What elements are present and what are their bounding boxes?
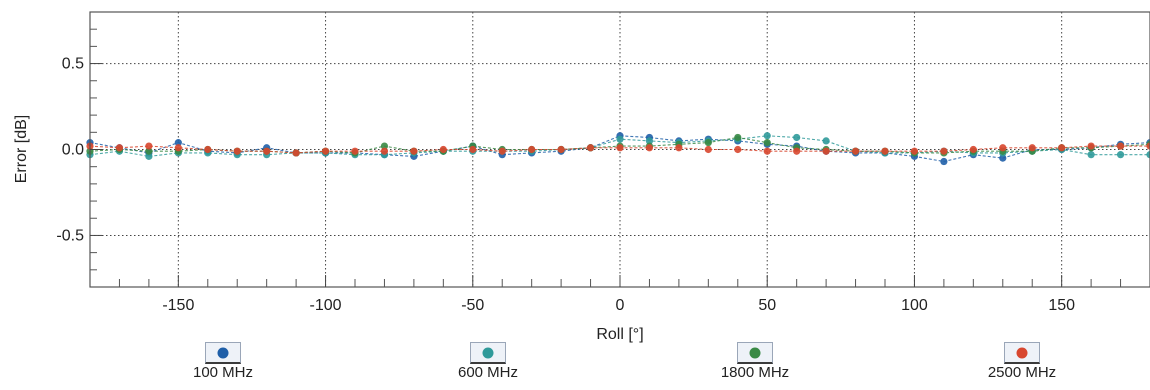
data-point-600-mhz bbox=[793, 133, 801, 142]
data-point-2500-mhz bbox=[557, 145, 565, 154]
x-axis-label: Roll [°] bbox=[596, 326, 643, 343]
data-point-2500-mhz bbox=[675, 144, 683, 152]
legend-label: 2500 MHz bbox=[987, 364, 1057, 381]
data-point-2500-mhz bbox=[233, 147, 241, 155]
y-tick-label: -0.5 bbox=[56, 227, 84, 244]
data-point-2500-mhz bbox=[586, 144, 595, 152]
tick-layer: -150 -100 -50 0 50 100 150 0.5 0.0 -0.5 bbox=[56, 11, 1150, 314]
legend-swatch bbox=[1004, 342, 1040, 364]
data-point-1800-mhz bbox=[704, 139, 712, 147]
data-point-2500-mhz bbox=[528, 145, 536, 154]
legend-item-2500-mhz[interactable]: 2500 MHz bbox=[977, 342, 1067, 381]
data-point-600-mhz bbox=[616, 135, 624, 143]
data-point-2500-mhz bbox=[498, 147, 506, 155]
data-point-2500-mhz bbox=[910, 147, 919, 155]
data-point-2500-mhz bbox=[645, 144, 654, 152]
data-point-100-mhz bbox=[999, 154, 1007, 162]
data-point-2500-mhz bbox=[204, 145, 212, 154]
data-point-1800-mhz bbox=[145, 147, 153, 155]
legend-item-600-mhz[interactable]: 600 MHz bbox=[443, 342, 533, 381]
x-tick-label: 150 bbox=[1048, 297, 1075, 314]
data-point-2500-mhz bbox=[881, 147, 889, 155]
legend-swatch bbox=[470, 342, 506, 364]
data-point-600-mhz bbox=[822, 137, 830, 145]
data-point-600-mhz bbox=[1116, 151, 1125, 159]
data-point-2500-mhz bbox=[469, 145, 477, 154]
x-tick-label: -100 bbox=[310, 297, 342, 314]
legend-marker-icon bbox=[217, 347, 229, 358]
data-point-2500-mhz bbox=[851, 147, 860, 155]
legend-marker-icon bbox=[482, 347, 494, 358]
legend-swatch bbox=[205, 342, 241, 364]
data-point-2500-mhz bbox=[145, 142, 153, 150]
x-tick-label: 0 bbox=[616, 297, 625, 314]
data-point-2500-mhz bbox=[263, 147, 271, 155]
x-tick-label: -150 bbox=[162, 297, 194, 314]
legend-label: 1800 MHz bbox=[720, 364, 790, 381]
data-point-2500-mhz bbox=[321, 147, 330, 155]
data-point-100-mhz bbox=[174, 139, 182, 147]
legend-marker-icon bbox=[1016, 347, 1028, 358]
data-point-1800-mhz bbox=[763, 139, 771, 147]
y-tick-label: 0.0 bbox=[62, 142, 84, 159]
y-axis-label: Error [dB] bbox=[13, 115, 30, 183]
data-point-100-mhz bbox=[940, 157, 948, 166]
data-point-2500-mhz bbox=[1028, 144, 1036, 152]
legend-label: 100 MHz bbox=[192, 364, 254, 381]
data-point-2500-mhz bbox=[1146, 142, 1150, 150]
data-point-600-mhz bbox=[645, 137, 654, 145]
data-point-2500-mhz bbox=[763, 147, 771, 155]
data-point-2500-mhz bbox=[410, 147, 418, 155]
legend-item-100-mhz[interactable]: 100 MHz bbox=[178, 342, 268, 381]
data-point-2500-mhz bbox=[1087, 142, 1095, 150]
x-tick-label: 50 bbox=[758, 297, 776, 314]
data-point-1800-mhz bbox=[734, 133, 742, 142]
data-point-600-mhz bbox=[763, 132, 771, 140]
y-tick-label: 0.5 bbox=[62, 56, 84, 73]
data-point-2500-mhz bbox=[115, 144, 124, 152]
legend-marker-icon bbox=[749, 347, 761, 358]
data-point-2500-mhz bbox=[704, 145, 712, 154]
data-point-600-mhz bbox=[1087, 151, 1095, 159]
data-point-2500-mhz bbox=[439, 145, 447, 154]
legend-swatch bbox=[737, 342, 773, 364]
data-point-2500-mhz bbox=[1116, 142, 1125, 150]
data-point-2500-mhz bbox=[999, 144, 1007, 152]
x-tick-label: -50 bbox=[461, 297, 484, 314]
x-tick-label: 100 bbox=[901, 297, 928, 314]
data-point-2500-mhz bbox=[380, 147, 389, 155]
data-point-2500-mhz bbox=[969, 145, 977, 154]
data-point-1800-mhz bbox=[380, 142, 389, 150]
data-point-2500-mhz bbox=[734, 145, 742, 154]
data-point-2500-mhz bbox=[351, 147, 359, 155]
data-point-2500-mhz bbox=[940, 147, 948, 155]
data-point-2500-mhz bbox=[616, 144, 624, 152]
series-layer bbox=[86, 132, 1150, 166]
data-point-600-mhz bbox=[1146, 151, 1150, 159]
data-point-2500-mhz bbox=[1058, 144, 1066, 152]
data-point-2500-mhz bbox=[174, 144, 182, 152]
legend-label: 600 MHz bbox=[457, 364, 519, 381]
legend-item-1800-mhz[interactable]: 1800 MHz bbox=[710, 342, 800, 381]
data-point-2500-mhz bbox=[822, 147, 830, 155]
data-point-2500-mhz bbox=[292, 149, 300, 157]
data-point-2500-mhz bbox=[793, 147, 801, 155]
data-point-600-mhz bbox=[145, 152, 153, 160]
